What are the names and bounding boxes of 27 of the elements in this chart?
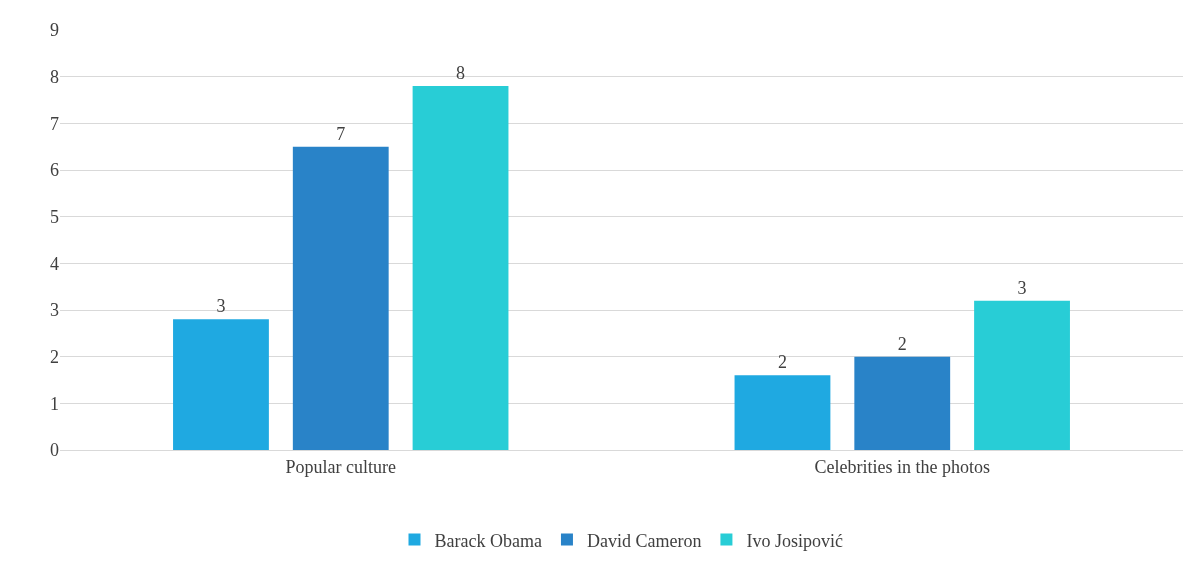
y-tick-label: 0	[50, 440, 59, 461]
bar	[734, 375, 831, 450]
y-tick-label: 7	[50, 113, 59, 134]
y-tick-label: 6	[50, 160, 59, 181]
data-label: 7	[336, 123, 346, 144]
legend-label: David Cameron	[586, 530, 702, 551]
data-label: 3	[1017, 277, 1027, 298]
y-tick-label: 2	[50, 346, 59, 367]
y-tick-label: 5	[50, 206, 59, 227]
bar	[854, 356, 951, 450]
bar	[292, 146, 389, 450]
x-tick-label: Popular culture	[285, 456, 396, 477]
bar	[974, 300, 1070, 450]
data-label: 8	[456, 63, 466, 83]
data-label: 3	[216, 296, 226, 317]
legend-label: Barack Obama	[434, 530, 542, 551]
x-tick-label: Celebrities in the photos	[814, 456, 990, 477]
y-tick-label: 4	[50, 253, 59, 274]
y-tick-label: 8	[50, 66, 59, 87]
data-label: 2	[777, 352, 787, 373]
legend-label: Ivo Josipović	[746, 530, 843, 551]
bar	[173, 319, 269, 450]
data-label: 2	[897, 333, 907, 354]
y-tick-label: 9	[50, 20, 59, 41]
y-tick-label: 3	[50, 300, 59, 321]
y-tick-label: 1	[50, 393, 59, 414]
bar	[412, 86, 509, 450]
